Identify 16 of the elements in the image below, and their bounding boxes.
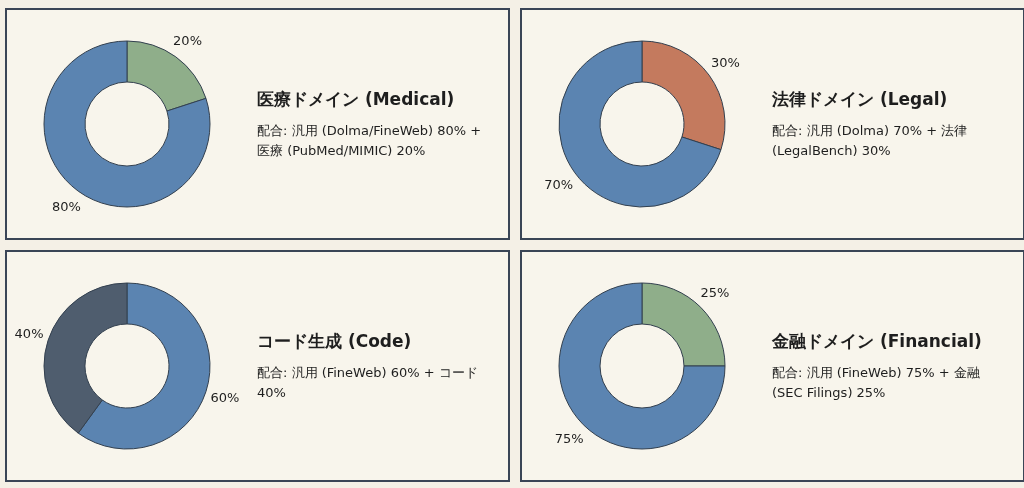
data-label: 60% <box>210 389 240 405</box>
text: 法律ドメイン (Legal) <box>772 88 949 111</box>
data-label: 40% <box>14 326 44 342</box>
text: 医療ドメイン (Medical) <box>257 88 456 111</box>
text: 配合: 汎用 (FineWeb) 60% + コード 40% <box>257 364 479 402</box>
data-label: 80% <box>52 199 81 215</box>
data-label: 70% <box>544 176 574 192</box>
data-label: 30% <box>710 55 740 71</box>
text: 配合: 汎用 (Dolma/FineWeb) 80% + 医療 (PubMed/MIMIC) 20% <box>257 122 483 160</box>
text: コード生成 (Code) <box>257 330 413 353</box>
text: 金融ドメイン (Financial) <box>772 330 983 353</box>
data-label: 75% <box>554 430 584 446</box>
data-label: 25% <box>700 285 730 301</box>
data-label: 20% <box>173 32 202 48</box>
text: 配合: 汎用 (FineWeb) 75% + 金融 (SEC Filings) 25% <box>772 364 981 402</box>
text: 配合: 汎用 (Dolma) 70% + 法律 (LegalBench) 30% <box>772 122 969 160</box>
